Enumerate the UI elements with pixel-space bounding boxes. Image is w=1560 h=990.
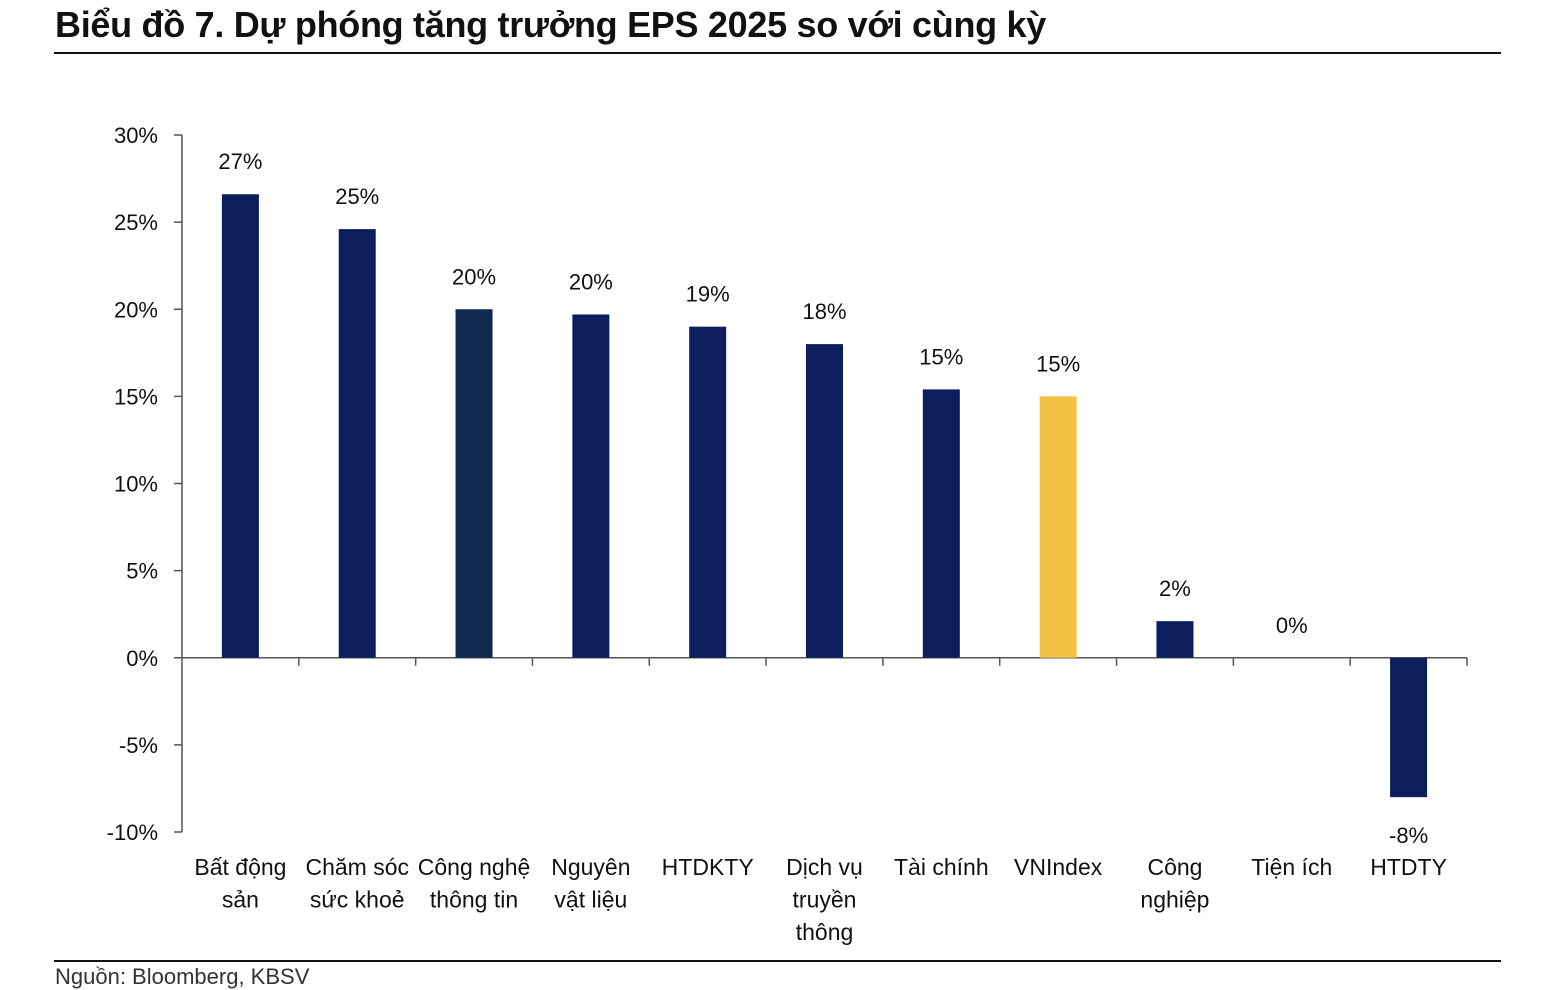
bars bbox=[221, 194, 1428, 798]
y-tick-label: -5% bbox=[119, 733, 158, 758]
data-label: 0% bbox=[1276, 613, 1308, 638]
bar bbox=[922, 389, 960, 658]
category-label: nghiệp bbox=[1140, 887, 1209, 913]
data-label: 15% bbox=[919, 344, 963, 369]
y-tick-label: 5% bbox=[126, 559, 158, 584]
category-label: sản bbox=[222, 887, 259, 913]
bar bbox=[338, 229, 376, 658]
category-label: truyền bbox=[793, 887, 857, 913]
category-labels: Bất động sản Chăm sóc sức khoẻ Công nghệ thôn… bbox=[194, 854, 1447, 945]
category-label: HTDKTY bbox=[662, 854, 754, 880]
category-label: Chăm sóc bbox=[305, 854, 409, 880]
y-axis: 30% 25% 20% 15% 10% 5% 0% -5% -10% bbox=[107, 123, 183, 845]
y-tick-label: 0% bbox=[126, 646, 158, 671]
bar bbox=[221, 194, 259, 658]
footer-divider bbox=[54, 960, 1501, 962]
source-note: Nguồn: Bloomberg, KBSV bbox=[55, 964, 310, 989]
bar bbox=[455, 309, 493, 658]
data-label: 19% bbox=[686, 282, 730, 307]
category-label: VNIndex bbox=[1014, 854, 1103, 880]
y-tick-label: 15% bbox=[114, 384, 158, 409]
bar bbox=[572, 314, 610, 658]
bar bbox=[1390, 657, 1428, 798]
chart-title: Biểu đồ 7. Dự phóng tăng trưởng EPS 2025… bbox=[55, 4, 1046, 45]
data-label: 20% bbox=[569, 269, 613, 294]
category-label: Công nghệ bbox=[418, 854, 531, 880]
bar bbox=[1156, 621, 1194, 658]
y-tick-label: 20% bbox=[114, 297, 158, 322]
y-tick-label: 30% bbox=[114, 123, 158, 148]
y-tick-label: 25% bbox=[114, 210, 158, 235]
data-label: 27% bbox=[218, 149, 262, 174]
data-label: -8% bbox=[1389, 823, 1428, 848]
category-label: thông bbox=[796, 919, 854, 945]
data-label: 20% bbox=[452, 264, 496, 289]
y-tick-label: -10% bbox=[107, 820, 158, 845]
category-label: Tài chính bbox=[894, 854, 989, 880]
category-label: HTDTY bbox=[1370, 854, 1447, 880]
category-label: Bất động bbox=[194, 854, 286, 880]
data-label: 18% bbox=[802, 299, 846, 324]
value-labels: 27% 25% 20% 20% 19% 18% 15% 15% 2% 0% -8% bbox=[218, 149, 1428, 848]
title-divider bbox=[54, 52, 1501, 54]
data-label: 25% bbox=[335, 184, 379, 209]
category-label: Công bbox=[1147, 854, 1202, 880]
category-label: vật liệu bbox=[554, 887, 627, 913]
category-label: sức khoẻ bbox=[310, 887, 405, 913]
bar bbox=[1039, 396, 1077, 658]
category-label: Nguyên bbox=[551, 854, 630, 880]
x-axis bbox=[182, 657, 1468, 666]
data-label: 2% bbox=[1159, 576, 1191, 601]
category-label: Dịch vụ bbox=[786, 854, 863, 880]
category-label: thông tin bbox=[430, 887, 518, 913]
bar bbox=[806, 344, 843, 658]
y-tick-label: 10% bbox=[114, 472, 158, 497]
category-label: Tiện ích bbox=[1251, 854, 1332, 880]
data-label: 15% bbox=[1036, 351, 1080, 376]
bar bbox=[689, 326, 727, 658]
